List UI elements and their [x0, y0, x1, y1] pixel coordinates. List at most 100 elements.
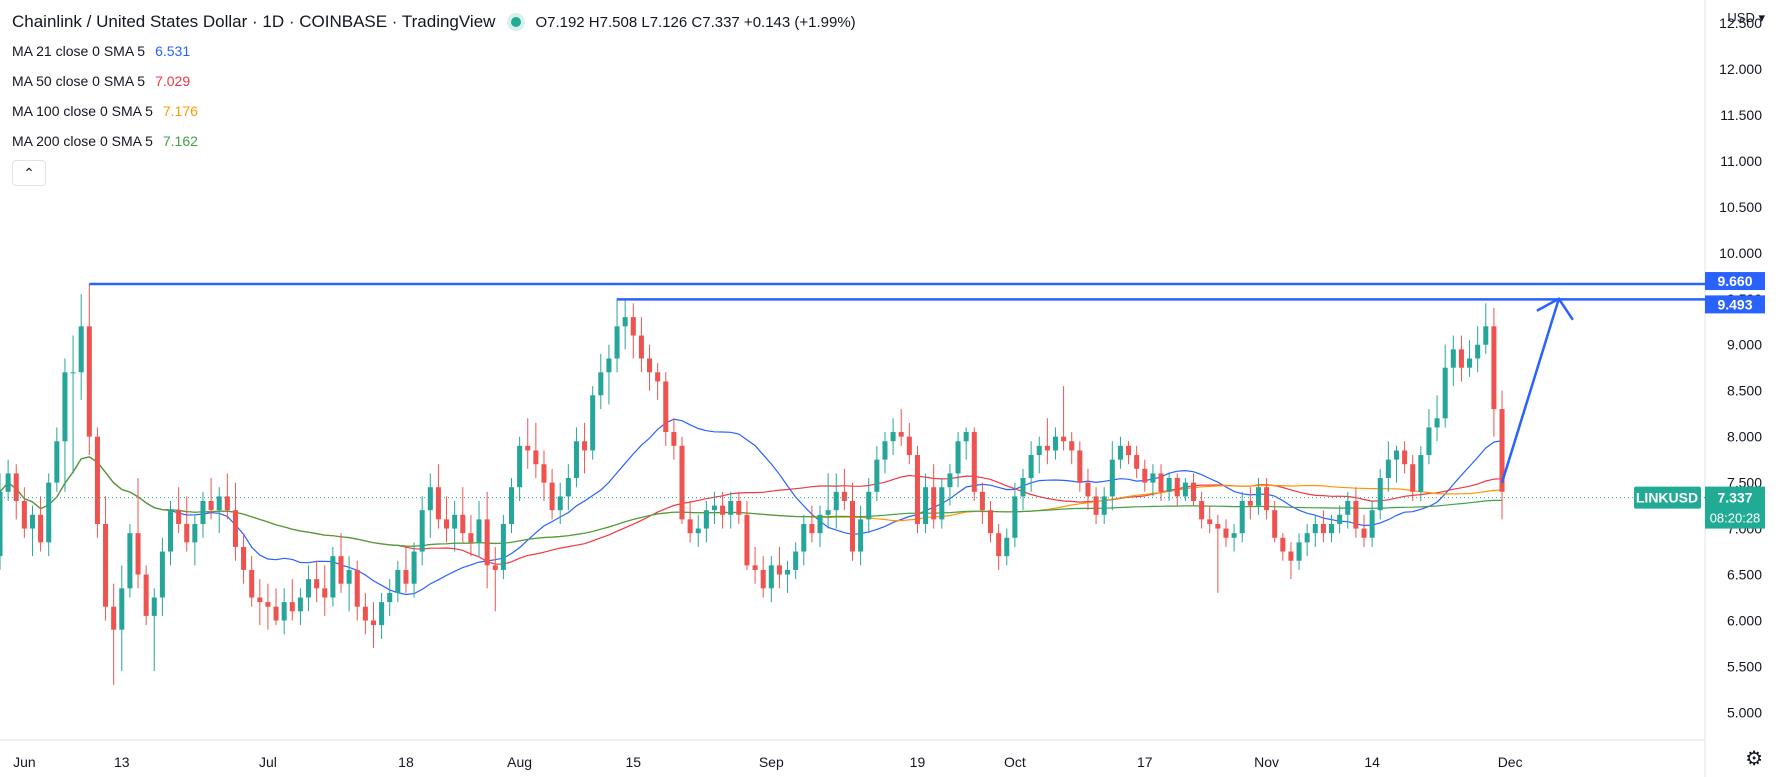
y-tick-label: 8.500 — [1727, 383, 1762, 399]
candle-up — [728, 500, 734, 515]
candle-down — [630, 317, 636, 336]
candle-down — [638, 335, 644, 359]
candle-down — [541, 464, 547, 483]
candle-up — [1442, 367, 1448, 419]
candle-up — [1393, 450, 1399, 460]
candle-down — [1320, 523, 1326, 534]
candle-down — [752, 565, 758, 570]
candle-up — [200, 500, 206, 524]
candle-up — [1028, 455, 1034, 479]
candle-up — [963, 432, 969, 442]
candle-down — [1061, 436, 1067, 442]
chevron-up-icon: ⌃ — [23, 164, 35, 181]
candle-down — [492, 565, 498, 570]
candle-down — [135, 533, 141, 575]
candle-up — [890, 432, 896, 442]
candle-down — [1499, 409, 1505, 492]
y-tick-label: 6.000 — [1727, 612, 1762, 628]
candle-up — [1036, 445, 1042, 456]
candle-up — [1418, 455, 1424, 492]
candle-up — [346, 569, 352, 584]
candle-down — [1247, 500, 1253, 506]
candle-down — [370, 620, 376, 626]
price-level-label: 9.660 — [1717, 273, 1752, 289]
candle-down — [1077, 450, 1083, 483]
candle-down — [671, 432, 677, 446]
y-tick-label: 9.000 — [1727, 337, 1762, 353]
price-level-badge — [1705, 272, 1765, 291]
candle-down — [736, 500, 742, 515]
y-tick-label: 8.000 — [1727, 429, 1762, 445]
candle-down — [679, 445, 685, 520]
candle-down — [988, 510, 994, 534]
chart-title: Chainlink / United States Dollar · 1D · … — [12, 12, 496, 31]
candle-down — [1458, 349, 1464, 368]
candle-up — [557, 496, 563, 511]
candle-up — [622, 317, 628, 327]
candle-down — [403, 569, 409, 584]
x-tick-label: Nov — [1254, 754, 1279, 770]
indicator-ma-21[interactable]: MA 21 close 0 SMA 5 6.531 — [12, 36, 856, 66]
candle-down — [468, 533, 474, 543]
candle-down — [1272, 510, 1278, 538]
x-tick-label: 15 — [625, 754, 641, 770]
y-tick-label: 12.000 — [1719, 61, 1762, 77]
x-tick-label: 19 — [910, 754, 926, 770]
candle-up — [411, 551, 417, 584]
candle-up — [70, 372, 76, 374]
candle-up — [955, 441, 961, 474]
candle-up — [1004, 537, 1010, 557]
candle-up — [1304, 533, 1310, 543]
candle-up — [0, 491, 3, 557]
candle-down — [525, 445, 531, 451]
indicator-ma-50[interactable]: MA 50 close 0 SMA 5 7.029 — [12, 66, 856, 96]
candle-up — [785, 569, 791, 575]
candle-up — [1369, 510, 1375, 538]
candle-down — [1044, 445, 1050, 451]
last-price-badge — [1705, 486, 1765, 529]
indicator-ma-100[interactable]: MA 100 close 0 SMA 5 7.176 — [12, 96, 856, 126]
candle-up — [395, 569, 401, 593]
indicator-value: 7.176 — [162, 103, 198, 119]
price-level-label: 9.493 — [1717, 296, 1752, 312]
candle-down — [257, 597, 263, 603]
candle-up — [1337, 514, 1343, 524]
candle-down — [1174, 478, 1180, 497]
candle-down — [208, 500, 214, 511]
candle-up — [476, 519, 482, 543]
candle-up — [825, 510, 831, 515]
candle-up — [1166, 478, 1172, 492]
candle-up — [1239, 500, 1245, 534]
indicator-label: MA 21 close 0 SMA 5 — [12, 43, 146, 59]
candle-up — [1052, 436, 1058, 451]
candle-up — [1329, 523, 1335, 534]
candle-up — [590, 395, 596, 451]
candle-down — [1199, 500, 1205, 520]
candle-up — [1450, 349, 1456, 368]
candle-up — [923, 487, 929, 524]
gear-icon[interactable]: ⚙ — [1745, 748, 1763, 770]
candle-down — [484, 519, 490, 566]
candle-up — [508, 487, 515, 524]
candle-up — [452, 514, 458, 529]
y-tick-label: 11.000 — [1720, 153, 1762, 169]
candle-up — [62, 372, 68, 442]
candle-down — [184, 523, 190, 543]
candle-down — [1491, 326, 1497, 410]
candle-up — [947, 473, 953, 488]
candle-up — [1020, 478, 1026, 497]
collapse-legend-button[interactable]: ⌃ — [12, 160, 46, 186]
candle-down — [841, 491, 847, 501]
candle-down — [460, 514, 466, 534]
candle-down — [38, 514, 44, 543]
y-tick-label: 10.000 — [1719, 245, 1762, 261]
currency-selector[interactable]: USD ▾ — [1727, 10, 1765, 25]
ma-21-line — [0, 418, 1503, 596]
candle-up — [500, 523, 506, 570]
market-status-dot-icon — [511, 17, 522, 27]
indicator-ma-200[interactable]: MA 200 close 0 SMA 5 7.162 — [12, 126, 856, 156]
x-tick-label: 13 — [114, 754, 130, 770]
candle-up — [167, 510, 174, 552]
candle-down — [687, 519, 693, 534]
